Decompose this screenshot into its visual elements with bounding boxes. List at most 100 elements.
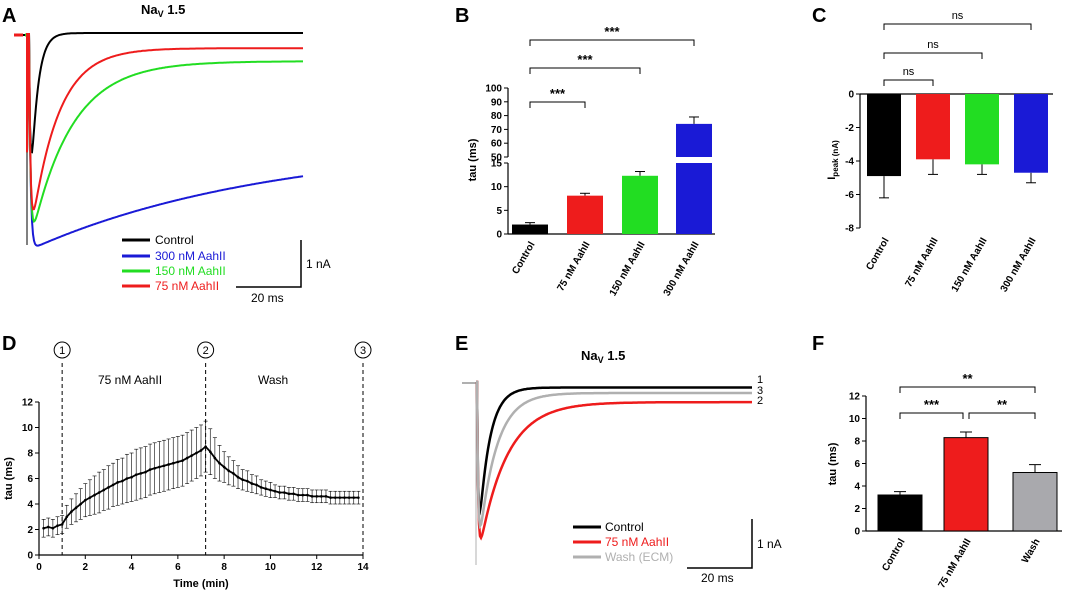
data-point [56,524,59,527]
x-tick-label: 75 nM AahII [555,240,592,293]
phase-label-aahii: 75 nM AahII [98,373,162,387]
y-tick-label: 10 [849,414,861,425]
trace-label-3: 3 [757,385,763,397]
legend-label-e-wash: Wash (ECM) [605,550,673,564]
significance-bracket [899,412,964,419]
data-point [97,491,101,494]
x-tick-label: 150 nM AahII [950,236,990,294]
scale-bar-current: 1 nA [306,257,331,271]
data-point [93,493,96,497]
x-tick-label: 75 nM AahII [903,236,940,289]
y-tick-label: 15 [491,159,503,170]
y-tick-label: 2 [854,504,860,515]
y-tick-label: 10 [491,182,503,193]
panel-f-chart: 0 2 4 6 8 10 12 tau (ms) Control 75 nM AahII Wash *… [827,371,1062,590]
y-tick-label: -6 [845,190,854,201]
data-point [241,478,244,482]
data-point [357,496,360,499]
legend-label-e-control: Control [605,520,644,534]
data-point [139,472,143,475]
y-tick-label: 0 [848,90,854,101]
data-point [278,491,281,494]
y-tick-label: 6 [854,459,860,470]
bar [965,94,999,165]
data-point [111,483,115,487]
data-point [74,506,78,510]
scale-bar [236,240,302,288]
significance-bracket [883,79,934,86]
marker-circle [53,341,71,359]
panel-e-traces [462,380,752,565]
y-tick-label: 90 [491,97,503,108]
legend-label-control: Control [155,233,194,247]
y-axis-label: tau (ms) [827,442,839,485]
data-point [88,496,92,499]
data-point [255,483,258,487]
y-tick-label: 2 [27,525,33,536]
data-point [65,515,69,519]
legend-label-300nm: 300 nM AahII [155,249,226,263]
x-tick-label: Control [880,537,907,573]
x-tick-label: 6 [175,562,181,573]
bar [1012,472,1058,532]
data-point [167,463,170,466]
trace-control [475,380,752,516]
trace-150-nm-aahii [26,32,303,224]
significance-label: ** [997,397,1008,412]
data-point [130,475,133,479]
x-axis-label: Time (min) [173,578,229,590]
significance-bracket [529,67,641,74]
data-point [310,495,314,498]
x-tick-label: Control [864,236,891,272]
data-point [343,496,346,499]
significance-bracket [899,386,1036,393]
data-point [190,454,194,457]
data-point [306,493,309,497]
panel-e-title: NaV 1.5 [581,348,625,365]
panel-c-chart: 0 -2 -4 -6 -8 Control 75 nM AahII 150 nM AahII 3… [845,10,1053,294]
significance-label: *** [604,24,620,39]
x-tick-label: Wash [1020,537,1043,565]
significance-label: ns [952,10,964,22]
data-point [315,495,319,498]
y-tick-label: 12 [22,398,34,409]
panel-a: NaV 1.5 Control 300 nM AahII 150 nM AahI… [14,2,331,305]
data-point [283,491,286,494]
data-point [292,492,295,496]
bar [622,175,658,234]
significance-label: ns [903,66,915,78]
y-tick-label: 50 [491,153,503,164]
data-point [176,460,180,464]
data-point [144,470,147,474]
significance-label: *** [924,397,940,412]
x-tick-label: 0 [36,562,42,573]
y-tick-label: 5 [496,206,502,217]
data-point [51,526,55,530]
y-tick-label: 8 [854,437,860,448]
trace-300-nm-aahii [26,32,304,247]
trace-control [26,32,303,154]
significance-label: *** [577,52,593,67]
bar [916,94,950,160]
data-point [222,465,226,469]
data-point [121,479,124,483]
data-point [287,492,291,496]
data-point [116,481,119,484]
y-tick-label: 0 [854,527,860,538]
data-point [102,488,106,492]
x-tick-label: 150 nM AahII [608,240,648,298]
trace-label-1: 1 [757,374,763,386]
y-tick-label: 70 [491,125,503,136]
data-point [208,450,212,454]
panel-a-title: NaV 1.5 [141,2,185,19]
bar-upper [676,123,712,157]
data-point [153,467,157,470]
panel-f: 0 2 4 6 8 10 12 tau (ms) Control 75 nM AahII Wash *… [827,371,1062,590]
data-point [352,496,356,499]
y-tick-label: 60 [491,139,503,150]
scale-bar-e [687,519,753,569]
y-tick-label: -8 [845,224,854,235]
